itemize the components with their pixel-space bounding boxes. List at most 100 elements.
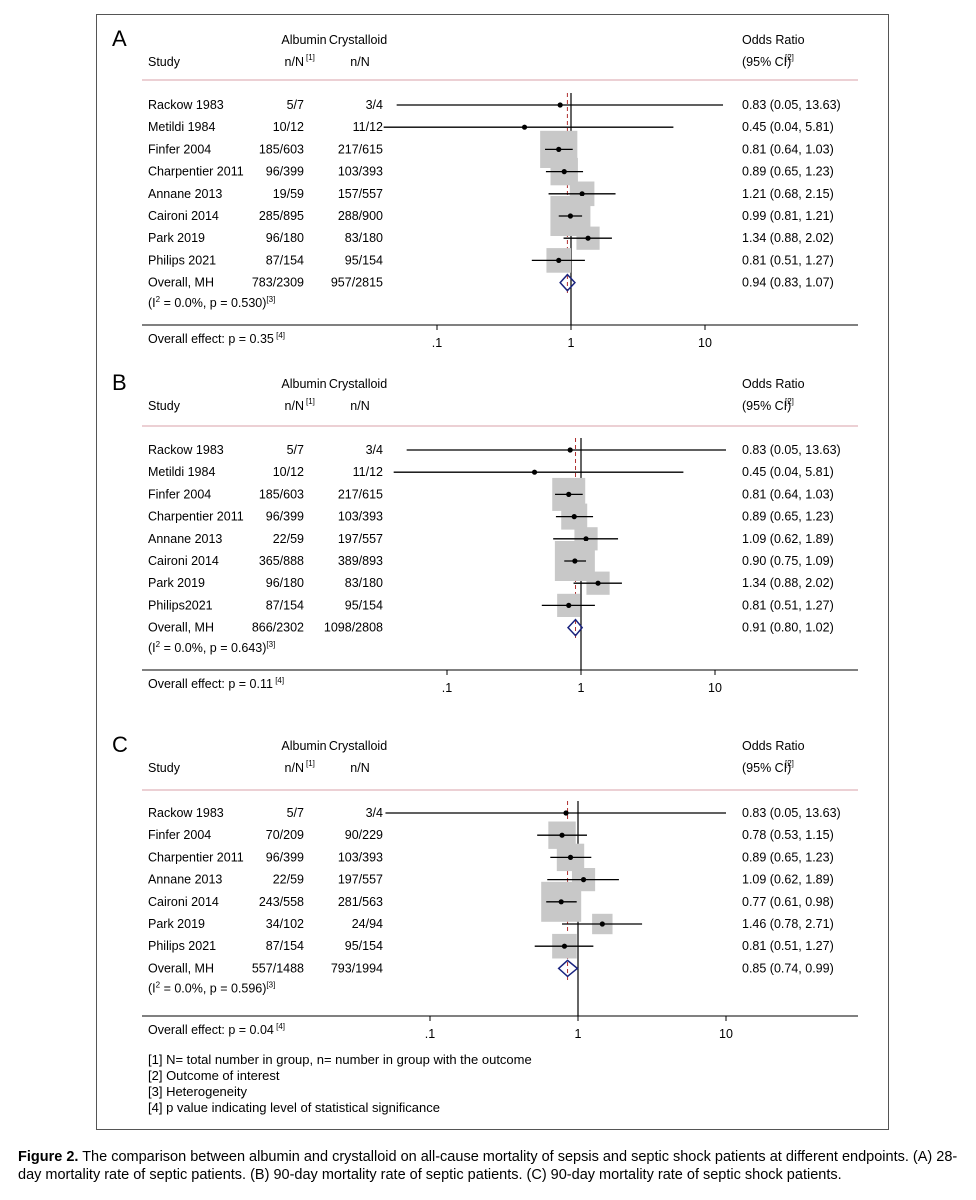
header-ci: (95% CI) — [742, 761, 791, 775]
x-tick-label: 1 — [575, 1027, 582, 1041]
crystalloid-count: 157/557 — [338, 187, 383, 201]
x-tick-label: 10 — [698, 336, 712, 350]
footnote-2: [2] Outcome of interest — [148, 1068, 280, 1083]
crystalloid-count: 389/893 — [338, 554, 383, 568]
odds-ratio-label: 1.34 (0.88, 2.02) — [742, 576, 834, 590]
study-name: Annane 2013 — [148, 532, 222, 546]
odds-ratio-label: 0.89 (0.65, 1.23) — [742, 165, 834, 179]
odds-ratio-label: 1.21 (0.68, 2.15) — [742, 187, 834, 201]
overall-name: Overall, MH — [148, 621, 214, 635]
study-name: Rackow 1983 — [148, 98, 224, 112]
point-estimate — [566, 602, 572, 609]
odds-ratio-label: 1.09 (0.62, 1.89) — [742, 873, 834, 887]
panel-label: C — [112, 732, 128, 757]
heterogeneity-text: (I2 = 0.0%, p = 0.530)[3] — [148, 295, 275, 310]
panel-label: B — [112, 370, 127, 395]
albumin-count: 19/59 — [273, 187, 304, 201]
study-name: Philips 2021 — [148, 253, 216, 267]
point-estimate — [567, 854, 574, 861]
header-nn-crystalloid: n/N — [350, 761, 369, 775]
point-estimate — [531, 469, 538, 475]
odds-ratio-label: 1.09 (0.62, 1.89) — [742, 532, 834, 546]
overall-effect-text: Overall effect: p = 0.11 [4] — [148, 676, 284, 691]
crystalloid-count: 83/180 — [345, 231, 383, 245]
point-estimate — [579, 191, 585, 197]
footnote-ref-4: [4] — [273, 676, 284, 685]
x-tick-label: 1 — [568, 336, 575, 350]
albumin-count: 185/603 — [259, 142, 304, 156]
header-nn-albumin: n/N — [285, 761, 304, 775]
footnote-ref-3: [3] — [266, 981, 275, 990]
odds-ratio-label: 0.81 (0.51, 1.27) — [742, 598, 834, 612]
footnote-ref-2: [2] — [785, 397, 794, 406]
study-name: Rackow 1983 — [148, 443, 224, 457]
overall-crystalloid-count: 957/2815 — [331, 276, 383, 290]
crystalloid-count: 288/900 — [338, 209, 383, 223]
crystalloid-count: 3/4 — [366, 98, 383, 112]
crystalloid-count: 3/4 — [366, 806, 383, 820]
point-estimate — [521, 124, 528, 130]
header-albumin: Albumin — [281, 739, 326, 753]
albumin-count: 22/59 — [273, 532, 304, 546]
study-name: Annane 2013 — [148, 187, 222, 201]
point-estimate — [558, 899, 564, 905]
albumin-count: 5/7 — [287, 443, 304, 457]
header-albumin: Albumin — [281, 377, 326, 391]
header-crystalloid: Crystalloid — [329, 33, 387, 47]
overall-odds-ratio-label: 0.94 (0.83, 1.07) — [742, 276, 834, 290]
point-estimate — [583, 536, 589, 542]
overall-effect-text: Overall effect: p = 0.04 [4] — [148, 1022, 285, 1037]
study-name: Philips2021 — [148, 598, 213, 612]
header-odds-ratio: Odds Ratio — [742, 33, 805, 47]
study-name: Metildi 1984 — [148, 465, 215, 479]
albumin-count: 96/180 — [266, 231, 304, 245]
header-study: Study — [148, 761, 181, 775]
point-estimate — [561, 943, 568, 949]
overall-name: Overall, MH — [148, 276, 214, 290]
crystalloid-count: 197/557 — [338, 532, 383, 546]
header-nn-crystalloid: n/N — [350, 399, 369, 413]
footnote-3: [3] Heterogeneity — [148, 1084, 248, 1099]
odds-ratio-label: 0.90 (0.75, 1.09) — [742, 554, 834, 568]
crystalloid-count: 95/154 — [345, 598, 383, 612]
overall-albumin-count: 557/1488 — [252, 961, 304, 975]
footnote-ref-4: [4] — [274, 331, 285, 340]
point-estimate — [563, 810, 569, 816]
odds-ratio-label: 0.83 (0.05, 13.63) — [742, 806, 841, 820]
heterogeneity-text: (I2 = 0.0%, p = 0.596)[3] — [148, 981, 275, 996]
albumin-count: 10/12 — [273, 120, 304, 134]
study-name: Charpentier 2011 — [148, 165, 244, 179]
odds-ratio-label: 0.45 (0.04, 5.81) — [742, 120, 834, 134]
x-tick-label: 10 — [708, 681, 722, 695]
albumin-count: 87/154 — [266, 598, 304, 612]
x-tick-label: .1 — [432, 336, 442, 350]
x-tick-label: 1 — [578, 681, 585, 695]
study-name: Park 2019 — [148, 231, 205, 245]
header-ci: (95% CI) — [742, 399, 791, 413]
crystalloid-count: 3/4 — [366, 443, 383, 457]
point-estimate — [572, 558, 578, 564]
crystalloid-count: 11/12 — [353, 465, 383, 479]
crystalloid-count: 217/615 — [338, 142, 383, 156]
header-nn-albumin: n/N — [285, 399, 304, 413]
overall-diamond — [559, 273, 576, 292]
footnotes: [1] N= total number in group, n= number … — [148, 1052, 532, 1116]
study-name: Park 2019 — [148, 917, 205, 931]
odds-ratio-label: 0.81 (0.51, 1.27) — [742, 939, 834, 953]
overall-crystalloid-count: 793/1994 — [331, 961, 383, 975]
overall-albumin-count: 783/2309 — [252, 276, 304, 290]
footnote-ref-3: [3] — [266, 640, 275, 649]
albumin-count: 243/558 — [259, 895, 304, 909]
header-nn-albumin: n/N — [285, 55, 304, 69]
crystalloid-count: 11/12 — [353, 120, 383, 134]
caption-label: Figure 2. — [18, 1149, 79, 1165]
caption-text: The comparison between albumin and cryst… — [18, 1149, 958, 1183]
albumin-count: 22/59 — [273, 873, 304, 887]
point-estimate — [559, 832, 565, 838]
footnote-ref-4: [4] — [274, 1022, 285, 1031]
point-estimate — [561, 169, 567, 175]
albumin-count: 185/603 — [259, 487, 304, 501]
odds-ratio-label: 0.81 (0.64, 1.03) — [742, 487, 834, 501]
footnote-1: [1] N= total number in group, n= number … — [148, 1052, 532, 1067]
albumin-count: 5/7 — [287, 806, 304, 820]
